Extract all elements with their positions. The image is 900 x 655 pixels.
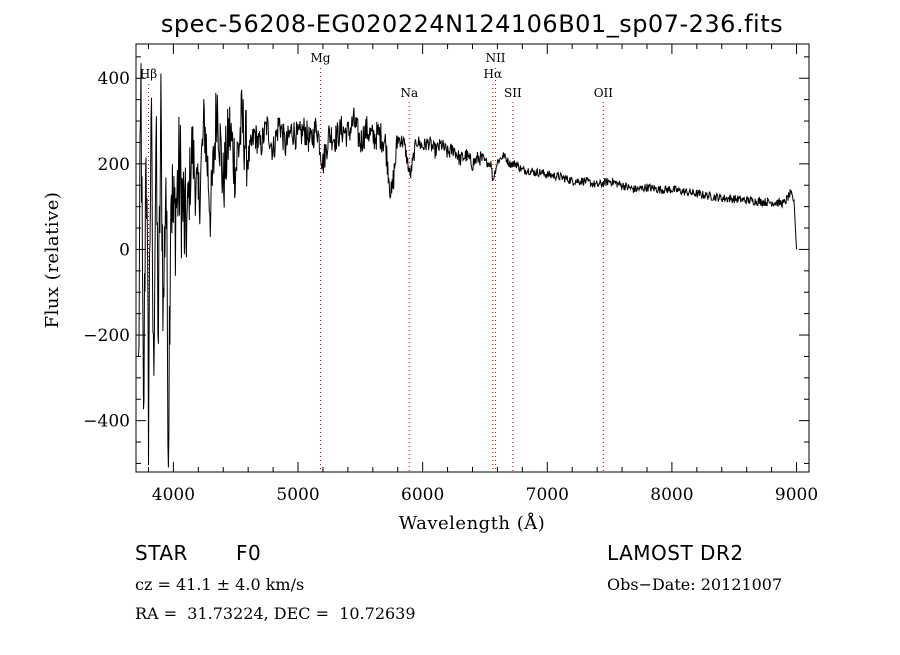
survey-name: LAMOST DR2 <box>607 541 744 565</box>
chart-title: spec-56208-EG020224N124106B01_sp07-236.f… <box>161 10 783 38</box>
spectral-line-label: Mg <box>310 51 330 65</box>
y-tick-label: −400 <box>83 412 130 432</box>
y-axis-label: Flux (relative) <box>42 192 63 329</box>
y-tick-label: −200 <box>83 326 130 346</box>
spectral-line-label: Hβ <box>140 67 157 81</box>
spectral-line-label: NII <box>486 51 506 65</box>
x-tick-label: 4000 <box>152 485 195 505</box>
spectrum-series <box>138 63 797 468</box>
x-tick-label: 6000 <box>401 485 444 505</box>
object-class: STAR <box>135 541 188 565</box>
y-tick-label: 200 <box>98 155 130 175</box>
spectral-line-label: Hα <box>484 67 503 81</box>
spectral-line-label: Na <box>400 86 418 100</box>
x-tick-label: 5000 <box>276 485 319 505</box>
spectrum-line <box>138 63 797 468</box>
redshift-value: cz = 41.1 ± 4.0 km/s <box>135 575 304 594</box>
axis-ticks <box>136 44 809 472</box>
object-subclass: F0 <box>236 541 261 565</box>
axis-tick-labels: 4000 5000 6000 7000 8000 9000 −400 −200 0 200 400 <box>83 69 818 505</box>
spectral-line-label: SII <box>504 86 522 100</box>
observation-date: Obs−Date: 20121007 <box>607 575 782 594</box>
x-tick-label: 9000 <box>775 485 818 505</box>
x-tick-label: 8000 <box>650 485 693 505</box>
x-axis-label: Wavelength (Å) <box>399 512 546 534</box>
coordinates: RA = 31.73224, DEC = 10.72639 <box>135 604 416 623</box>
y-tick-label: 400 <box>98 69 130 89</box>
plot-frame <box>135 43 810 473</box>
x-tick-label: 7000 <box>526 485 569 505</box>
y-tick-label: 0 <box>119 240 130 260</box>
spectral-line-label: OII <box>594 86 614 100</box>
